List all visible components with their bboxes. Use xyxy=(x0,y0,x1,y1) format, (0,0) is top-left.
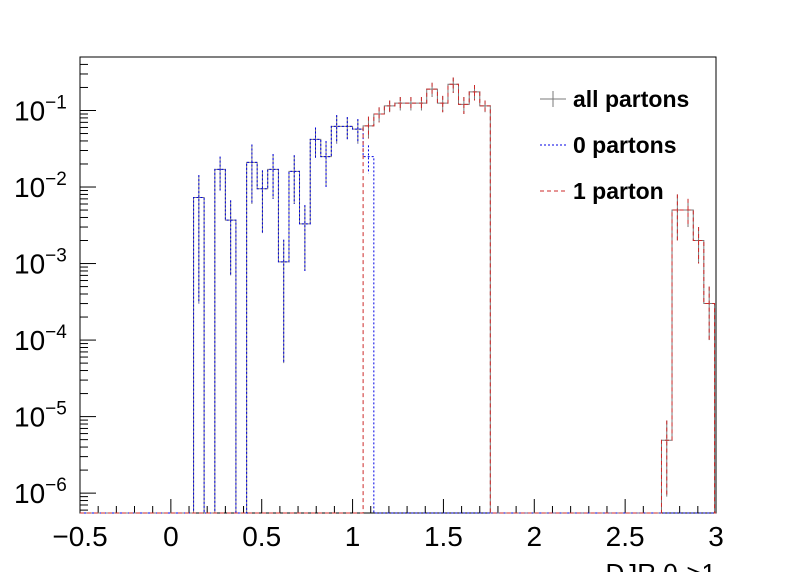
histogram-outline xyxy=(80,125,716,514)
x-tick-label: 2 xyxy=(526,521,542,552)
y-tick-exponent: −6 xyxy=(45,475,67,496)
y-tick-label: 10−1 xyxy=(14,92,67,126)
x-axis-title: DJR 0->1 xyxy=(605,558,716,572)
y-tick-label: 10−5 xyxy=(14,399,67,433)
y-tick-base: 10 xyxy=(14,325,45,356)
y-tick-label: 10−6 xyxy=(14,475,67,509)
legend-label: all partons xyxy=(573,86,689,112)
x-axis: −0.5 0 0.5 1 1.5 2 2.5 3 xyxy=(52,499,724,552)
y-tick-exponent: −5 xyxy=(45,399,67,420)
y-tick-base: 10 xyxy=(14,249,45,280)
x-tick-label: 0.5 xyxy=(242,521,281,552)
y-tick-exponent: −4 xyxy=(45,322,67,343)
y-tick-exponent: −1 xyxy=(45,92,67,113)
x-tick-label: −0.5 xyxy=(52,521,107,552)
x-tick-label: 0 xyxy=(163,521,179,552)
x-tick-label: 3 xyxy=(708,521,724,552)
x-tick-label: 1 xyxy=(345,521,361,552)
y-tick-label: 10−3 xyxy=(14,246,67,280)
histogram-outline xyxy=(80,83,716,514)
y-tick-label: 10−4 xyxy=(14,322,67,356)
x-tick-label: 2.5 xyxy=(606,521,645,552)
legend-label: 0 partons xyxy=(573,132,677,158)
y-tick-exponent: −3 xyxy=(45,246,67,267)
y-tick-base: 10 xyxy=(14,95,45,126)
series-0-partons xyxy=(80,115,716,514)
plot-frame xyxy=(79,56,717,514)
series-layer xyxy=(80,77,716,514)
y-tick-label: 10−2 xyxy=(14,169,67,203)
series-1-parton xyxy=(80,77,716,514)
y-tick-base: 10 xyxy=(14,172,45,203)
x-tick-label: 1.5 xyxy=(424,521,463,552)
y-tick-exponent: −2 xyxy=(45,169,67,190)
y-axis: 10−110−210−310−410−510−6 xyxy=(14,56,96,511)
y-tick-base: 10 xyxy=(14,478,45,509)
legend: all partons 0 partons 1 parton xyxy=(540,86,689,204)
legend-label: 1 parton xyxy=(573,178,664,204)
y-tick-base: 10 xyxy=(14,402,45,433)
